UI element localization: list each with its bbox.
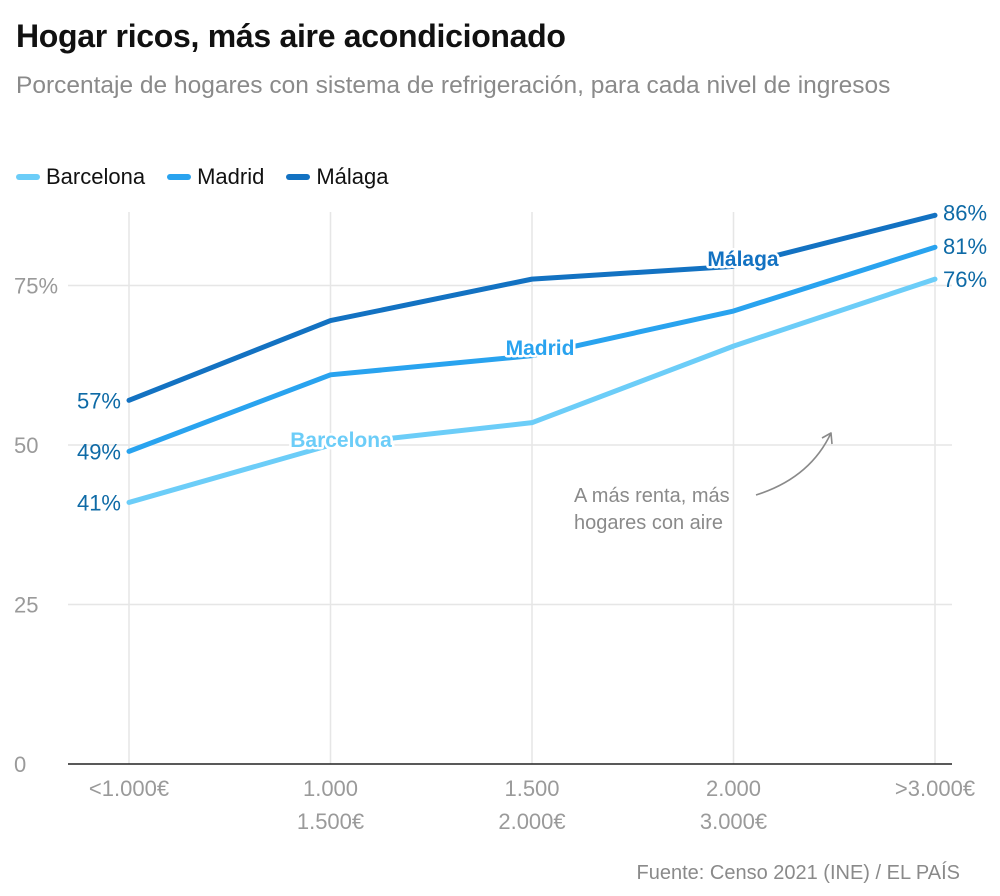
start-label-malaga: 57% xyxy=(77,388,121,413)
x-tick-label: >3.000€ xyxy=(895,776,975,801)
legend: Barcelona Madrid Málaga xyxy=(16,164,410,190)
end-label-madrid: 81% xyxy=(943,234,987,259)
y-tick-label: 50 xyxy=(14,433,38,458)
y-tick-label: 75% xyxy=(14,274,58,299)
legend-label-madrid: Madrid xyxy=(197,164,265,189)
series-line-malaga xyxy=(126,212,938,403)
inline-label-madrid: Madrid xyxy=(506,337,575,360)
series-line-barcelona xyxy=(126,276,938,505)
legend-item-malaga: Málaga xyxy=(286,164,388,190)
x-tick-label: 2.000 3.000€ xyxy=(700,776,767,834)
y-tick-label: 0 xyxy=(14,752,26,777)
chart-subtitle: Porcentaje de hogares con sistema de ref… xyxy=(16,72,891,99)
chart-title: Hogar ricos, más aire acondicionado xyxy=(16,18,566,54)
legend-item-madrid: Madrid xyxy=(167,164,264,190)
inline-label-malaga: Málaga xyxy=(707,248,779,271)
legend-item-barcelona: Barcelona xyxy=(16,164,145,190)
legend-label-barcelona: Barcelona xyxy=(46,164,146,189)
legend-swatch-madrid xyxy=(167,174,192,180)
legend-swatch-barcelona xyxy=(16,174,40,180)
y-tick-label: 25 xyxy=(14,593,38,618)
source-note: Fuente: Censo 2021 (INE) / EL PAÍS xyxy=(636,862,961,884)
inline-label-barcelona: Barcelona xyxy=(290,429,392,452)
end-label-malaga: 86% xyxy=(943,200,987,225)
legend-label-malaga: Málaga xyxy=(316,164,389,189)
annotation-arrow xyxy=(755,432,832,496)
annotation-text: A más renta, más hogares con aire xyxy=(574,485,730,534)
x-tick-label: 1.000 1.500€ xyxy=(297,776,364,834)
series-line-madrid xyxy=(126,244,938,454)
x-tick-label: 1.500 2.000€ xyxy=(498,776,565,834)
legend-swatch-malaga xyxy=(286,174,311,180)
end-label-barcelona: 76% xyxy=(943,267,987,292)
annotation-arrowhead xyxy=(821,432,833,445)
start-label-barcelona: 41% xyxy=(77,490,121,515)
start-label-madrid: 49% xyxy=(77,439,121,464)
x-tick-label: <1.000€ xyxy=(89,776,169,801)
